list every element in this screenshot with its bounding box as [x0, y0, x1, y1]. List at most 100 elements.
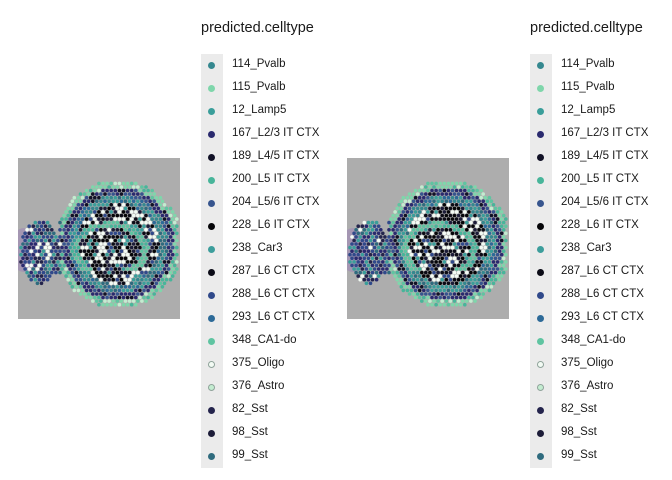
spot — [166, 210, 171, 214]
spot — [125, 267, 130, 271]
spot — [107, 185, 111, 189]
legend-dot-icon — [537, 453, 544, 460]
spot — [33, 242, 38, 246]
spot — [483, 252, 488, 257]
spot — [78, 256, 83, 261]
spot — [31, 252, 36, 257]
spot — [403, 285, 408, 289]
legend-item-12-lamp5: 12_Lamp5 — [530, 100, 660, 123]
spot — [50, 270, 54, 275]
spot — [138, 188, 142, 193]
legend-dot-icon — [537, 131, 544, 138]
spot — [127, 242, 132, 246]
spot — [76, 288, 81, 293]
spot — [479, 188, 483, 193]
spot — [162, 281, 167, 286]
spot — [123, 249, 128, 253]
spot — [487, 281, 492, 286]
spot — [428, 220, 432, 225]
spot — [401, 195, 406, 200]
spot — [463, 260, 467, 264]
spot — [456, 256, 461, 261]
spot — [84, 238, 89, 243]
spot — [121, 245, 126, 250]
spot — [45, 235, 50, 239]
spot — [450, 245, 455, 250]
spot — [395, 228, 399, 232]
spot — [43, 238, 48, 243]
spot — [460, 292, 465, 296]
spot — [172, 249, 177, 253]
spot — [452, 192, 457, 196]
spot — [479, 245, 483, 250]
spot — [417, 252, 422, 257]
spot — [117, 274, 122, 278]
spot — [368, 274, 373, 278]
spot — [465, 199, 469, 203]
spot — [131, 185, 136, 189]
spot — [97, 281, 101, 286]
spot — [123, 185, 128, 189]
spot — [109, 188, 113, 193]
spot — [428, 277, 432, 282]
spot — [436, 270, 440, 275]
spot — [370, 228, 375, 232]
spot — [99, 292, 103, 296]
spot — [140, 206, 144, 211]
spot — [97, 238, 101, 243]
spot — [467, 281, 471, 286]
spot — [146, 260, 150, 264]
spot — [489, 242, 494, 246]
spot — [495, 267, 500, 271]
spot — [483, 288, 488, 293]
spot — [467, 217, 471, 221]
spot — [495, 252, 500, 257]
spot — [475, 245, 479, 250]
legend-label: 12_Lamp5 — [232, 104, 287, 116]
spot — [409, 267, 414, 271]
spot — [164, 256, 169, 261]
spot — [479, 260, 483, 264]
spot — [438, 260, 442, 264]
spot — [426, 281, 430, 286]
spot — [88, 231, 93, 236]
spot — [80, 288, 85, 293]
legend-item-12-lamp5: 12_Lamp5 — [201, 100, 331, 123]
spot — [68, 217, 72, 221]
spot — [119, 228, 124, 232]
spot — [125, 181, 130, 186]
spot — [448, 292, 453, 296]
spot — [142, 252, 146, 257]
spot — [103, 220, 107, 225]
spot — [113, 260, 118, 264]
spot — [160, 199, 165, 203]
spot — [113, 188, 118, 193]
spot — [107, 292, 111, 296]
spot — [413, 224, 418, 228]
spot — [360, 267, 365, 271]
spot — [454, 203, 459, 207]
spot — [105, 260, 109, 264]
spot — [125, 217, 130, 221]
spot — [465, 263, 469, 268]
spot — [399, 235, 404, 239]
spot — [107, 285, 111, 289]
spot — [82, 199, 87, 203]
spot — [150, 260, 154, 264]
spot — [150, 188, 154, 193]
spot — [356, 267, 360, 271]
spot — [172, 270, 177, 275]
spot — [101, 238, 105, 243]
legend-dot-icon — [537, 430, 544, 437]
spot — [84, 260, 89, 264]
spot — [101, 224, 105, 228]
spot — [438, 181, 442, 186]
spot — [35, 260, 40, 264]
spot — [109, 210, 113, 214]
spot — [72, 245, 77, 250]
spot — [97, 274, 101, 278]
spot — [99, 249, 103, 253]
spot — [129, 210, 134, 214]
spot — [415, 206, 420, 211]
spot — [432, 292, 436, 296]
